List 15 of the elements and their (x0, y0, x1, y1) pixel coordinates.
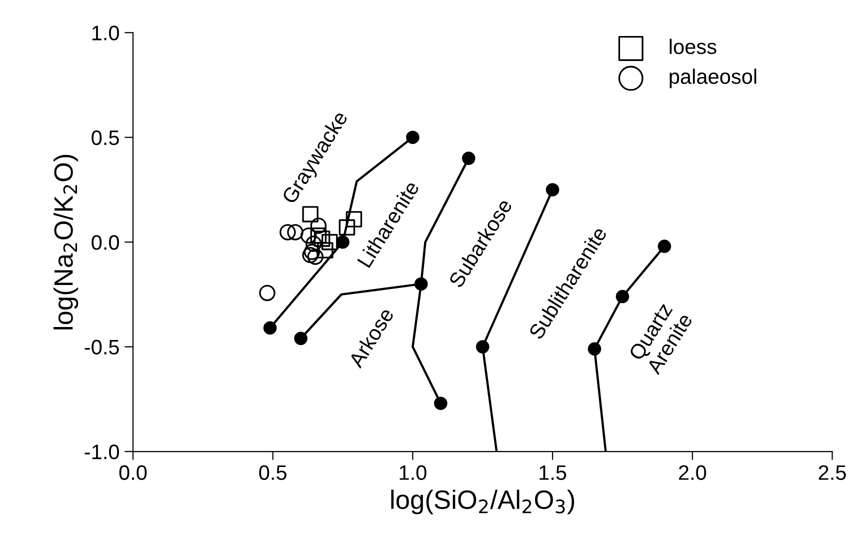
y-tick-label: -1.0 (84, 444, 119, 460)
y-tick-label: 0.0 (92, 235, 119, 250)
x-tick-label: 1.0 (400, 465, 426, 480)
y-tick-label: 0.5 (92, 130, 119, 146)
x-tick-label: 1.5 (540, 465, 566, 480)
legend-label: loess (670, 38, 716, 54)
y-tick-label: 1.0 (92, 26, 119, 40)
x-tick-label: 2.0 (678, 465, 706, 480)
x-tick-label: 0.0 (119, 465, 147, 480)
x-axis-title: log(SiO$_{2}$/Al$_{2}$O$_{3}$) (391, 490, 574, 514)
x-tick-label: 2.5 (818, 465, 846, 480)
x-tick-label: 0.5 (259, 465, 286, 480)
legend-label: palaeosol (670, 68, 756, 88)
y-tick-label: -0.5 (84, 340, 119, 355)
y-axis-title: log(Na$_{2}$O/K$_{2}$O) (54, 154, 78, 330)
